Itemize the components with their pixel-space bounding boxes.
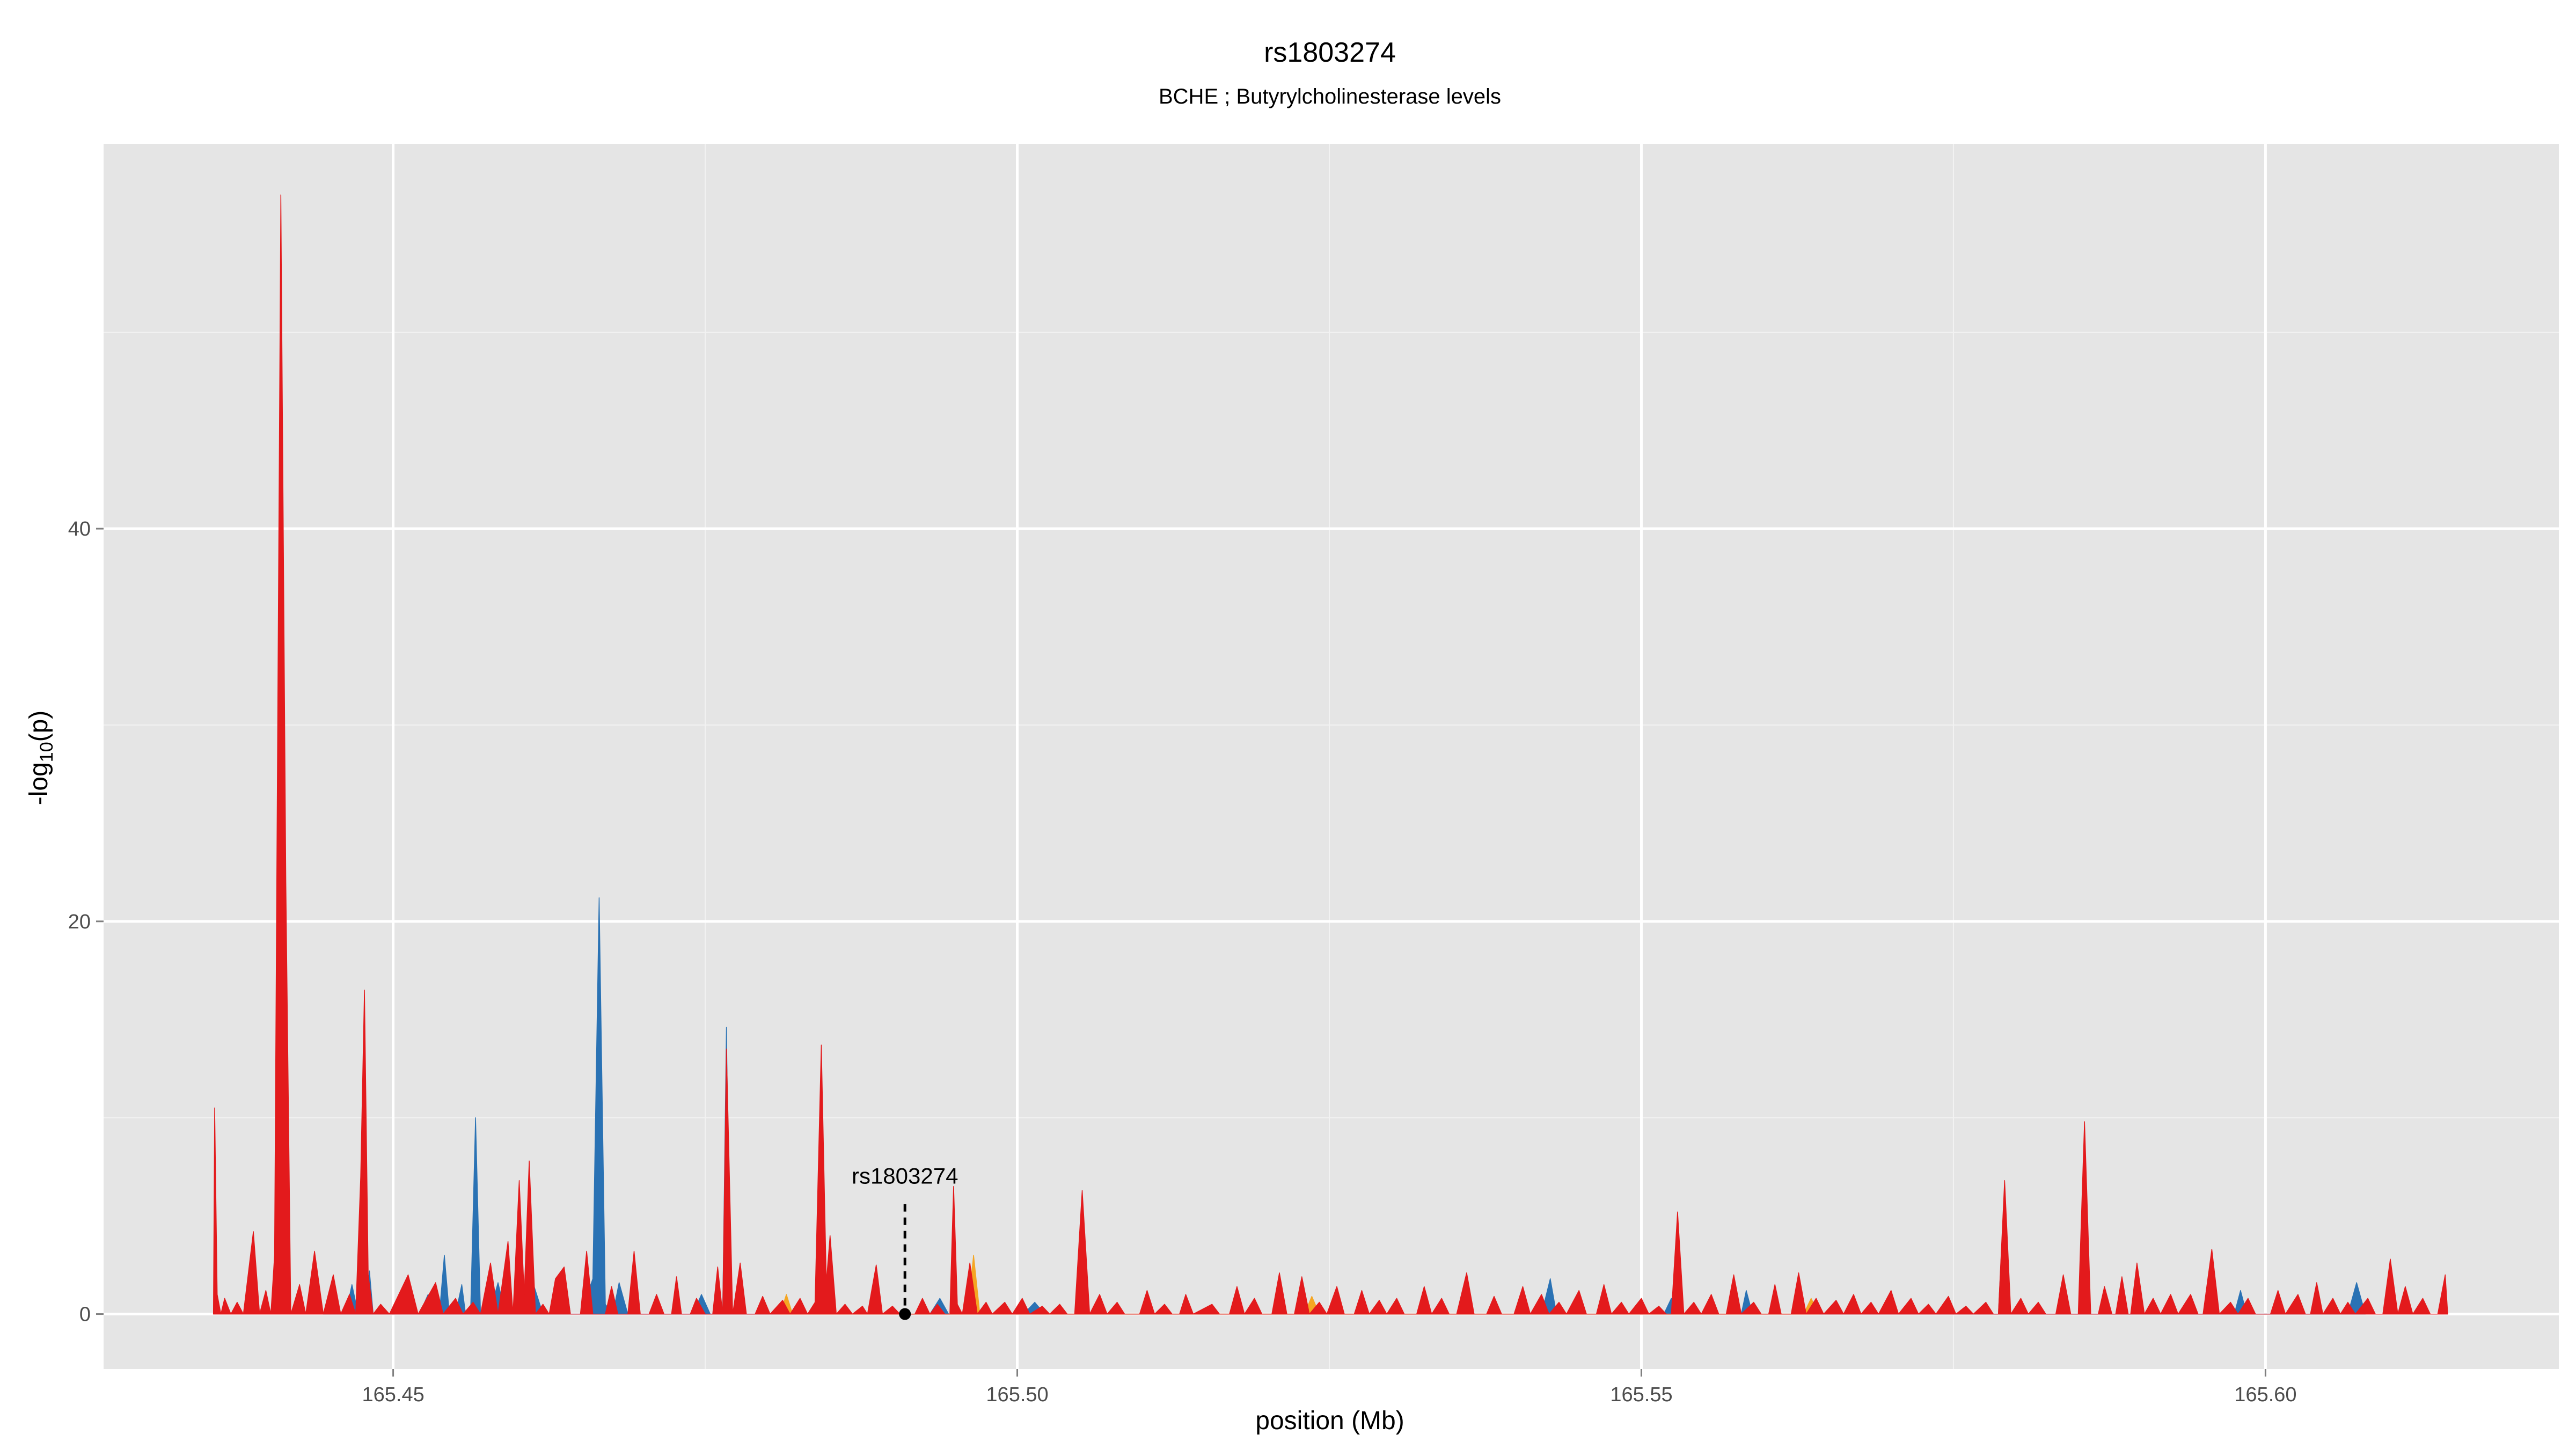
y-tick-label: 40 [68,518,91,540]
y-axis-title-suffix: (p) [25,711,53,742]
y-tick-label: 20 [68,911,91,933]
annotation-point [899,1308,911,1320]
plot-panel [104,144,2559,1369]
x-tick-label: 165.50 [986,1384,1048,1406]
axis-tick-labels: 165.45 165.50 165.55 165.60 0 20 40 [68,518,2297,1406]
x-tick-label: 165.60 [2234,1384,2296,1406]
series-area-2 [213,194,2448,1315]
y-axis-title-subscript: 10 [36,742,57,762]
x-axis-title: position (Mb) [1255,1407,1404,1435]
y-axis-title-prefix: -log [25,762,53,805]
x-tick-label: 165.45 [362,1384,424,1406]
series-layer [213,194,2448,1315]
chart-title: rs1803274 [1264,37,1396,68]
y-tick-label: 0 [79,1304,91,1326]
annotation-label: rs1803274 [852,1163,958,1189]
x-tick-label: 165.55 [1610,1384,1672,1406]
y-axis-title: -log10(p) [25,711,57,806]
chart-subtitle: BCHE ; Butyrylcholinesterase levels [1159,85,1501,108]
grid-minor [104,144,2559,1369]
axis-ticks [96,528,2266,1377]
annotation-layer: rs1803274 [852,1163,958,1320]
